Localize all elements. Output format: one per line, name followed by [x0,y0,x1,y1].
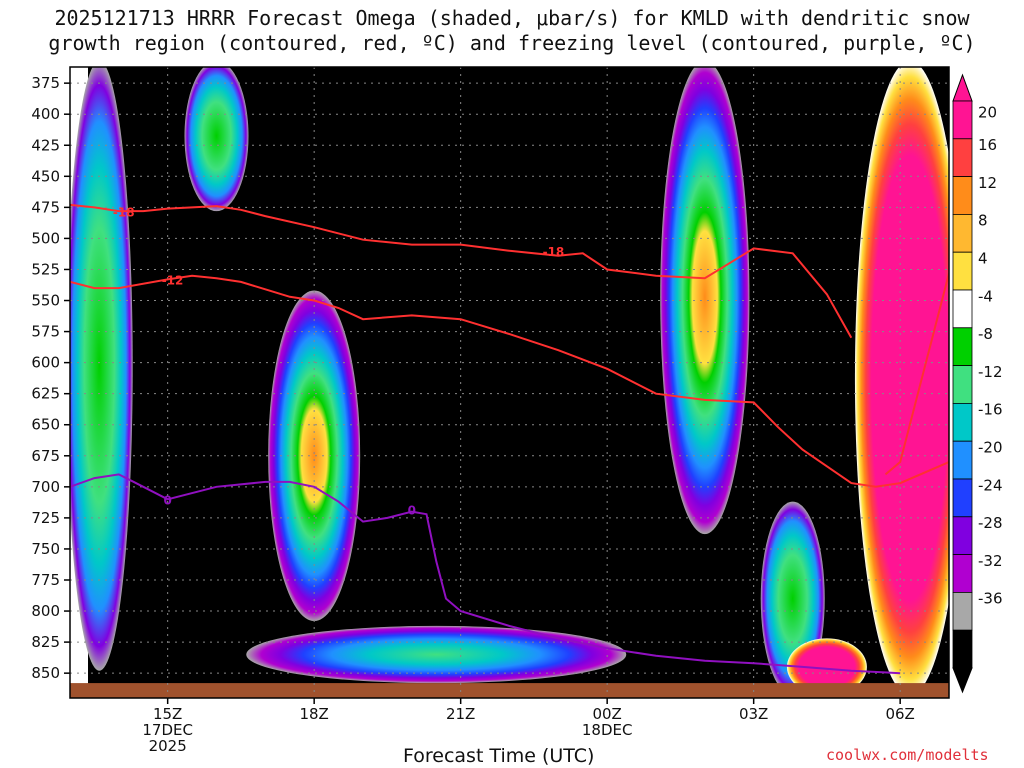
colorbar-swatch [952,402,973,442]
omega-region-3 [660,67,750,535]
colorbar-label: -28 [978,514,1003,532]
x-tick-label: 17DEC [142,721,193,739]
y-tick-label: 550 [31,292,60,310]
y-tick-label: 750 [31,540,60,558]
colorbar-swatch [952,289,973,329]
contour-label: 0 [408,503,416,517]
y-tick-label: 700 [31,478,60,496]
x-tick-label: 2025 [149,737,187,755]
plot-frame [69,66,950,699]
y-tick-label: 450 [31,167,60,185]
colorbar-label: -24 [978,476,1003,494]
y-tick-label: 825 [31,633,60,651]
colorbar-swatch [952,629,973,669]
colorbar-label: -20 [978,439,1003,457]
y-tick-label: 600 [31,354,60,372]
colorbar-swatch [952,478,973,518]
contour-line-neg12 [884,272,949,476]
colorbar-label: -36 [978,590,1003,608]
colorbar-label: -16 [978,401,1003,419]
contour-line-0 [70,473,901,675]
x-axis-title: Forecast Time (UTC) [403,745,595,767]
y-tick-label: 725 [31,509,60,527]
omega-region-7 [854,67,949,696]
y-tick-label: 800 [31,602,60,620]
colorbar-swatch [952,440,973,480]
x-tick-label: 21Z [446,705,475,723]
terrain-strip [70,683,949,698]
contour-label: -18 [543,245,565,259]
contour-label: 0 [163,494,171,508]
y-tick-label: 575 [31,323,60,341]
colorbar-swatch [952,138,973,178]
colorbar-label: 4 [978,250,988,268]
colorbar-label: 20 [978,103,997,121]
colorbar-swatch [952,213,973,253]
plot-area: -18 -18 -12 0 0 [70,67,949,698]
y-tick-label: 500 [31,229,60,247]
y-tick-label: 625 [31,385,60,403]
omega-region-1 [184,67,249,212]
colorbar-top-arrow [952,73,973,102]
colorbar-label: -12 [978,363,1003,381]
colorbar-label: -8 [978,325,993,343]
y-tick-label: 425 [31,136,60,154]
x-tick-label: 15Z [153,705,182,723]
y-tick-label: 775 [31,571,60,589]
x-tick-label: 18Z [299,705,328,723]
title-line-1: 2025121713 HRRR Forecast Omega (shaded, … [54,6,970,30]
colorbar-swatch [952,251,973,291]
x-tick-label: 03Z [739,705,768,723]
colorbar-swatch [952,327,973,366]
contour-label: -18 [113,205,135,219]
colorbar-swatch [952,176,973,215]
contour-line-neg12 [70,274,949,488]
omega-region-4 [246,625,627,684]
colorbar-swatch [952,100,973,140]
colorbar-label: 12 [978,174,997,192]
y-tick-label: 650 [31,416,60,434]
x-tick-label: 00Z [592,705,621,723]
y-tick-label: 850 [31,664,60,682]
credit-text: coolwx.com/modelts [826,746,989,764]
x-tick-label: 06Z [885,705,914,723]
y-tick-label: 375 [31,74,60,92]
x-tick-label: 18DEC [582,721,633,739]
y-tick-label: 475 [31,198,60,216]
colorbar-swatch [952,365,973,404]
y-tick-label: 525 [31,260,60,278]
colorbar-label: -32 [978,552,1003,570]
chart-title: 2025121713 HRRR Forecast Omega (shaded, … [0,6,1024,56]
colorbar-bottom-arrow [952,667,973,694]
colorbar-swatch [952,554,973,593]
colorbar-swatch [952,592,973,631]
omega-region-0 [70,67,133,671]
omega-region-6 [786,638,867,696]
contour-label: -12 [162,274,184,288]
contour-line-neg18 [70,203,853,339]
colorbar-label: 8 [978,212,988,230]
y-tick-label: 675 [31,447,60,465]
omega-region-2 [268,290,361,622]
title-line-2: growth region (contoured, red, ºC) and f… [48,31,976,55]
colorbar-swatch [952,516,973,555]
colorbar-label: -4 [978,287,993,305]
y-tick-label: 400 [31,105,60,123]
colorbar-label: 16 [978,136,997,154]
